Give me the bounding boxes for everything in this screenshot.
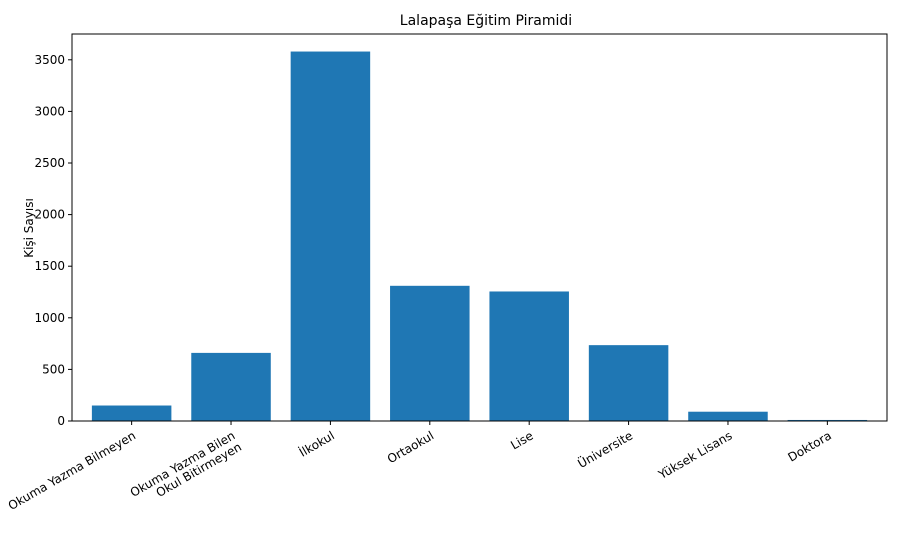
x-tick-label: Yüksek Lisans: [655, 428, 734, 482]
bar: [688, 411, 768, 421]
bar: [290, 51, 371, 421]
y-tick-label: 2000: [34, 208, 65, 222]
y-axis-title: Kişi Sayısı: [22, 198, 36, 258]
chart-title: Lalapaşa Eğitim Piramidi: [400, 13, 572, 29]
x-tick-label: Üniversite: [574, 427, 635, 471]
bar: [588, 345, 669, 421]
bar: [91, 405, 172, 421]
x-tick-label: Okuma Yazma Bilmeyen: [6, 428, 138, 512]
y-tick-label: 500: [42, 362, 65, 376]
bar: [787, 419, 868, 421]
x-tick-label: İlkokul: [296, 428, 337, 460]
x-tick-label: Ortaokul: [385, 428, 436, 466]
y-axis: 0 500 1000 1500 2000 2500 3000 3500: [34, 53, 72, 428]
x-tick-label: Okuma Yazma BilenOkul Bitirmeyen: [128, 428, 244, 511]
y-tick-label: 0: [57, 414, 65, 428]
plot-frame: [71, 33, 888, 422]
x-tick-label: Lise: [508, 428, 535, 452]
y-tick-label: 3000: [34, 104, 65, 118]
x-tick-label: Doktora: [785, 428, 833, 464]
bar: [489, 291, 569, 421]
y-tick-label: 2500: [34, 156, 65, 170]
y-tick-label: 1500: [34, 259, 65, 273]
y-tick-label: 1000: [34, 311, 65, 325]
bar: [191, 352, 271, 421]
bar: [390, 285, 470, 421]
bars-group: [91, 51, 868, 421]
y-tick-label: 3500: [34, 53, 65, 67]
